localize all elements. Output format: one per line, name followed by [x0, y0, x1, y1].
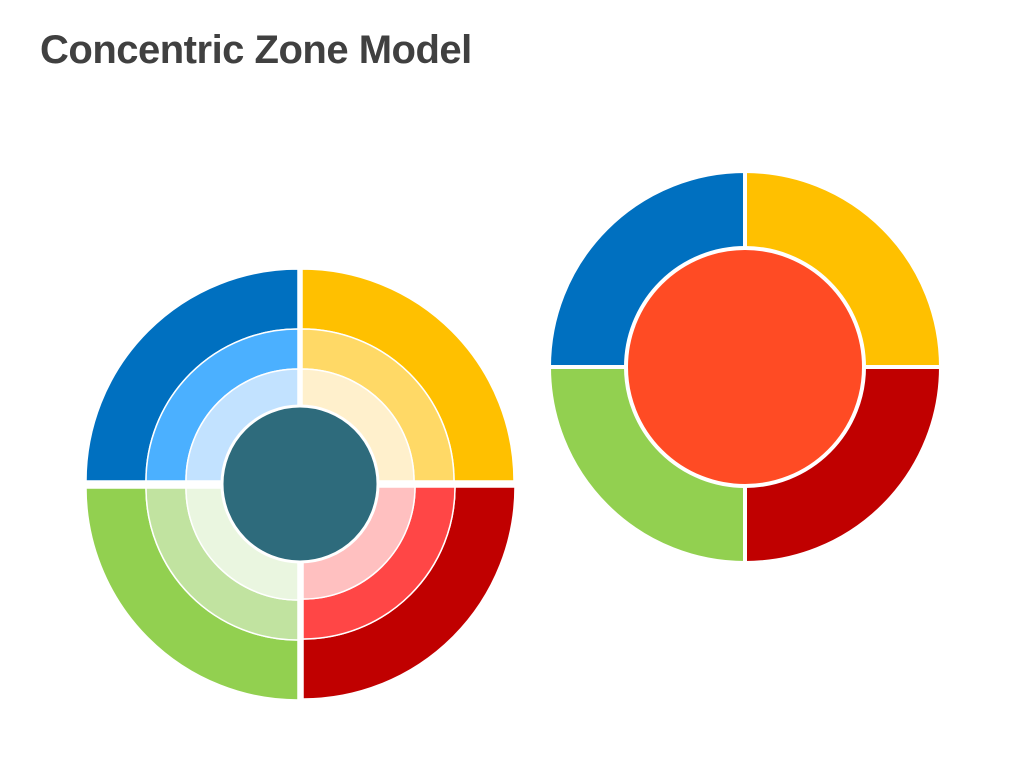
- slide-title: Concentric Zone Model: [40, 28, 472, 72]
- central-core: [220, 404, 380, 564]
- left-concentric-diagram: [80, 264, 520, 704]
- central-core: [624, 246, 866, 488]
- quadrant-top-left: [85, 268, 299, 482]
- right-concentric-diagram: [546, 168, 944, 566]
